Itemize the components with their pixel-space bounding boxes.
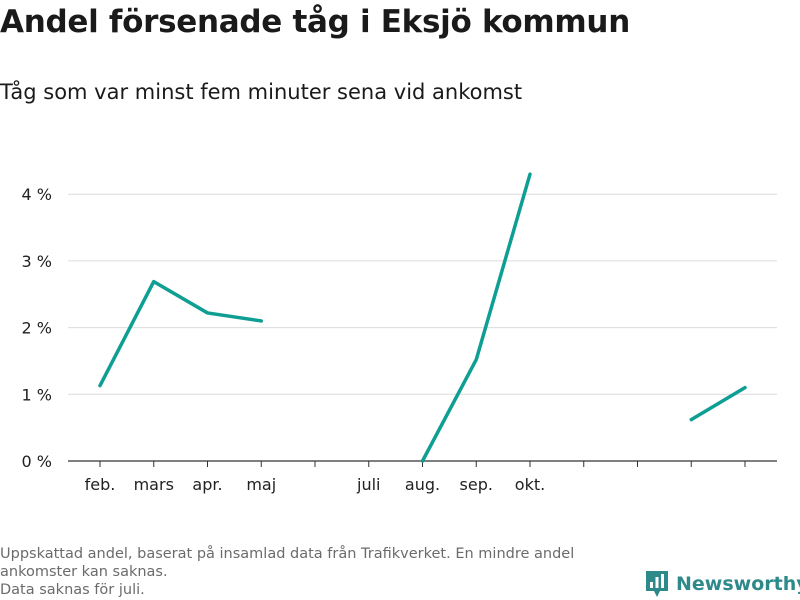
y-tick-label: 4 % <box>22 185 52 204</box>
footer-note-line-1: Uppskattad andel, baserat på insamlad da… <box>0 546 575 580</box>
x-tick-label: maj <box>246 475 276 494</box>
y-tick-label: 2 % <box>22 319 52 338</box>
x-tick-label: apr. <box>192 475 222 494</box>
x-tick-label: mars <box>134 475 174 494</box>
chart-subtitle: Tåg som var minst fem minuter sena vid a… <box>0 80 523 104</box>
series-line-segment-1 <box>98 279 263 388</box>
x-tick-label: okt. <box>515 475 545 494</box>
footer-note-line-2: Data saknas för juli. <box>0 582 145 598</box>
x-tick-label: sep. <box>460 475 493 494</box>
series-line-segment-3 <box>689 385 747 422</box>
brand: Newsworthy <box>644 569 800 599</box>
series-line-segment-2 <box>420 172 532 463</box>
y-tick-label: 3 % <box>22 252 52 271</box>
y-tick-label: 0 % <box>22 452 52 471</box>
brand-name: Newsworthy <box>676 573 800 595</box>
newsworthy-logo-icon <box>646 571 668 597</box>
x-tick-label: juli <box>356 475 380 494</box>
x-tick-label: feb. <box>85 475 116 494</box>
x-tick-label: aug. <box>405 475 440 494</box>
chart-title: Andel försenade tåg i Eksjö kommun <box>0 4 630 40</box>
footer-note: Uppskattad andel, baserat på insamlad da… <box>0 545 630 599</box>
y-tick-label: 1 % <box>22 385 52 404</box>
line-chart: 0 % 1 % 2 % 3 % 4 % feb. mars apr. maj juli aug. se… <box>22 172 777 494</box>
